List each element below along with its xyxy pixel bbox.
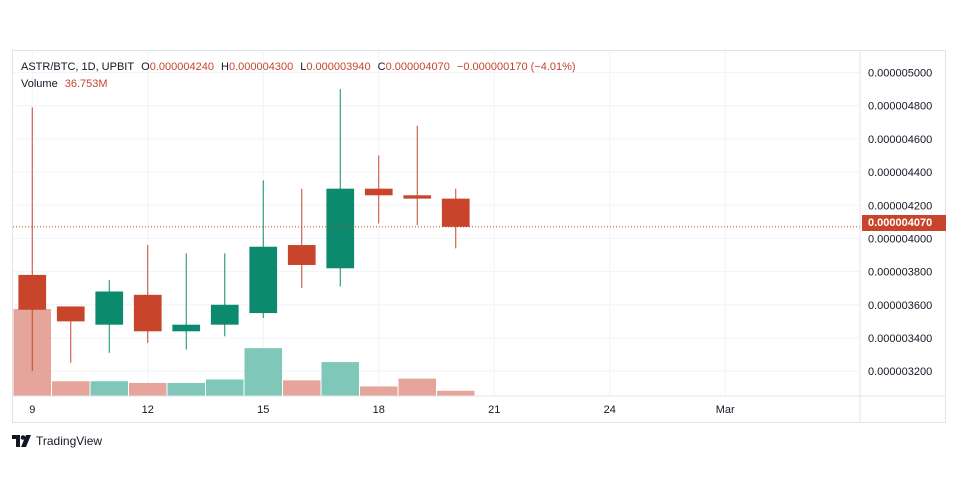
price-tick-label: 0.000003600 [868,300,932,312]
price-change: −0.000000170 (−4.01%) [456,61,576,73]
candle-body [249,246,278,314]
price-axis[interactable]: 0.000003200 0.000003400 0.000003600 0.00000… [859,50,932,422]
volume-bar [167,382,205,396]
volume-label: Volume [21,78,58,90]
time-axis[interactable]: 9 12 15 18 21 24 Mar [13,395,946,416]
low-value: 0.000003940 [306,61,371,73]
candle-body [441,198,470,227]
price-tick-label: 0.000003800 [868,267,932,279]
price-tick-label: 0.000003200 [868,366,932,378]
price-tick-label: 0.000004200 [868,200,932,212]
open-key: O [141,61,150,73]
tradingview-logo-icon [12,435,31,447]
volume-bar [129,382,167,396]
low-key: L [300,61,307,73]
candle-body [95,291,124,325]
volume-bar [90,381,128,396]
time-tick-label: 24 [604,404,616,416]
time-tick-label: 21 [488,404,500,416]
candle-body [210,304,239,325]
volume-bar [283,380,321,396]
candle-body [364,188,393,196]
time-tick-label: 15 [257,404,269,416]
price-tick-label: 0.000005000 [868,68,932,80]
volume-row: Volume 36.753M [21,76,576,92]
volume-bar [321,362,359,396]
volume-bar [398,378,436,396]
price-tick-label: 0.000004400 [868,167,932,179]
last-price-tag: 0.000004070 [862,215,946,231]
candle-body [133,294,162,332]
grid-lines [13,51,860,396]
candle-body [287,245,316,265]
candle-body [18,274,47,310]
tradingview-logo-text: TradingView [36,434,103,448]
close-key: C [377,61,386,73]
volume-value: 36.753M [64,78,108,90]
price-tick-label: 0.000004600 [868,134,932,146]
high-value: 0.000004300 [228,61,294,73]
symbol-info: ASTR/BTC, 1D, UPBIT [21,61,135,73]
price-tick-label: 0.000004800 [868,101,932,113]
price-tick-label: 0.000003400 [868,333,932,345]
chart-frame [12,50,946,423]
time-tick-label: 9 [29,404,35,416]
chart-legend: ASTR/BTC, 1D, UPBIT O0.000004240 H0.0000… [21,59,576,92]
high-key: H [221,61,229,73]
candle-body [56,306,85,322]
candle-body [403,195,432,199]
tradingview-logo[interactable]: TradingView [12,434,102,448]
open-value: 0.000004240 [149,61,214,73]
ohlc-row: ASTR/BTC, 1D, UPBIT O0.000004240 H0.0000… [21,59,576,75]
volume-bar [437,390,475,396]
price-tick-label: 0.000004000 [868,233,932,245]
volume-bar [206,379,244,396]
candles [18,89,470,372]
close-value: 0.000004070 [385,61,450,73]
time-tick-label: Mar [716,404,735,416]
time-tick-label: 18 [373,404,385,416]
candle-body [172,324,201,332]
volume-bar [244,348,282,396]
volume-bar [52,381,90,396]
time-tick-label: 12 [142,404,154,416]
volume-bars [13,309,475,396]
candle-body [326,188,355,269]
volume-bar [360,386,398,396]
